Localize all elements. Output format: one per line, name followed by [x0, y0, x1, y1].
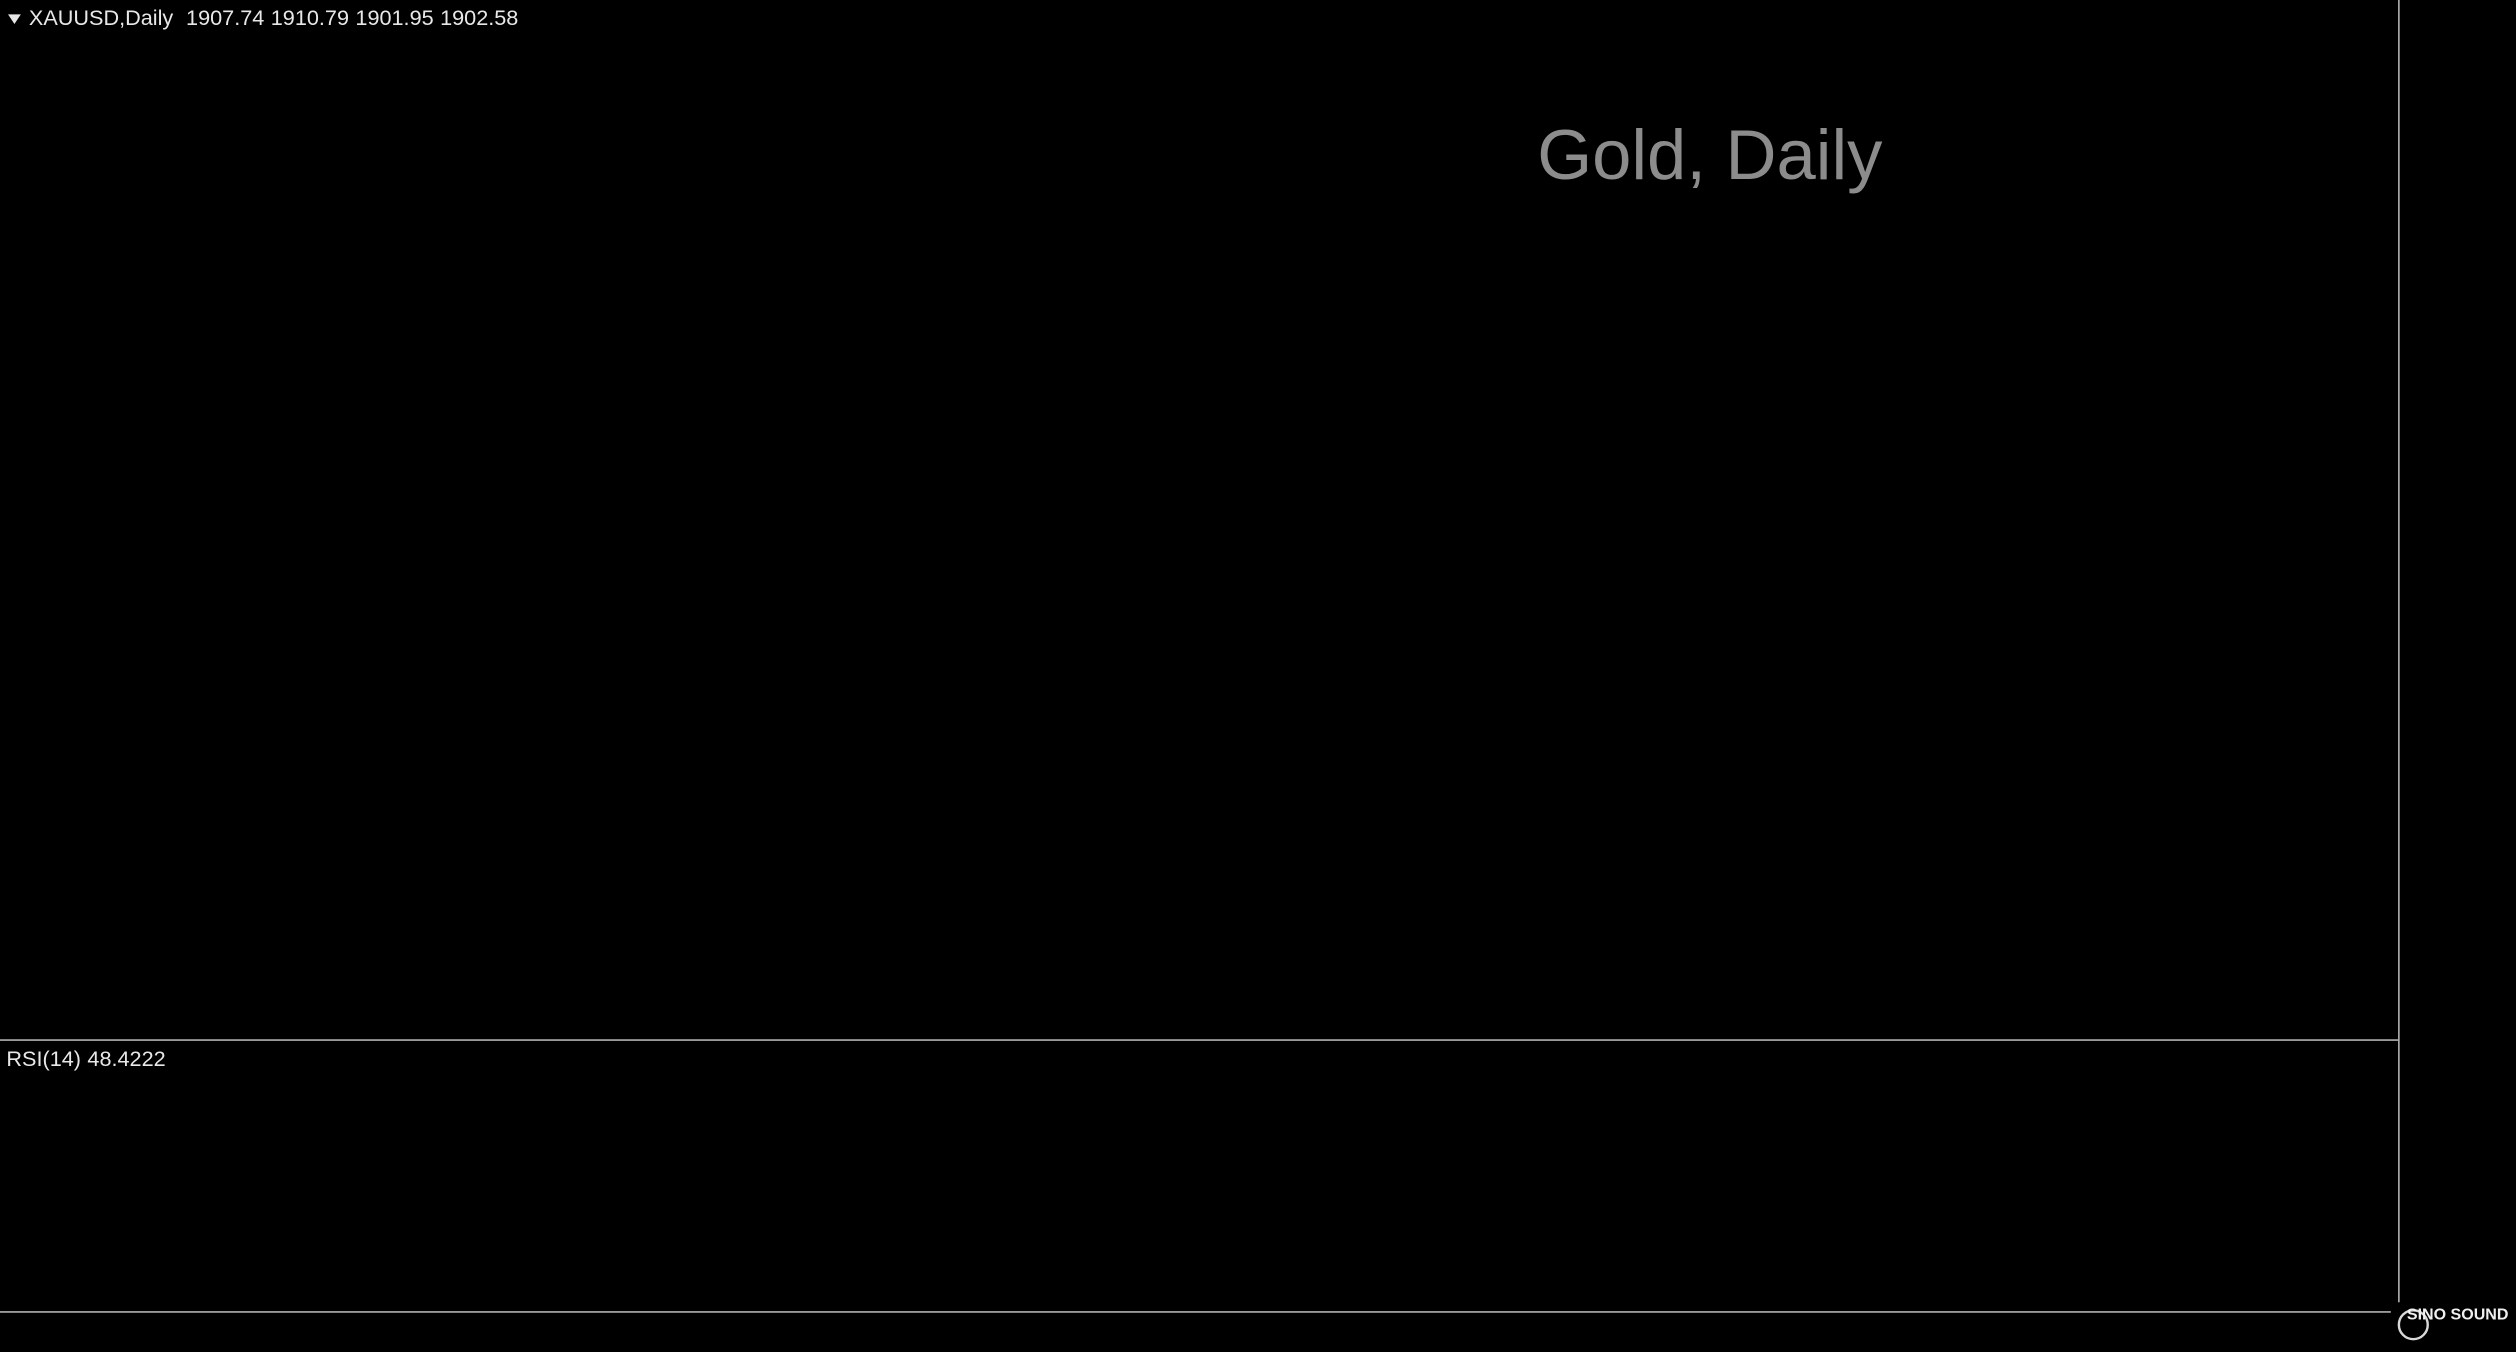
low-value: 1901.95 [355, 5, 433, 30]
logo-icon [2397, 1309, 2429, 1341]
high-value: 1910.79 [271, 5, 349, 30]
watermark-title: Gold, Daily [1537, 115, 1883, 194]
logo-text: SINO SOUND [2407, 1305, 2509, 1323]
open-value: 1907.74 [186, 5, 264, 30]
menu-arrow[interactable] [8, 14, 21, 25]
rsi-value: 48.4222 [87, 1046, 165, 1071]
close-value: 1902.58 [440, 5, 518, 30]
symbol: XAUUSD,Daily [29, 5, 174, 30]
symbol-header: XAUUSD,Daily 1907.74 1910.79 1901.95 1902.58 [29, 5, 518, 30]
logo: SINO SOUND [2390, 1302, 2516, 1352]
rsi-title: RSI(14) [6, 1046, 81, 1071]
rsi-header: RSI(14) 48.4222 [6, 1046, 165, 1071]
